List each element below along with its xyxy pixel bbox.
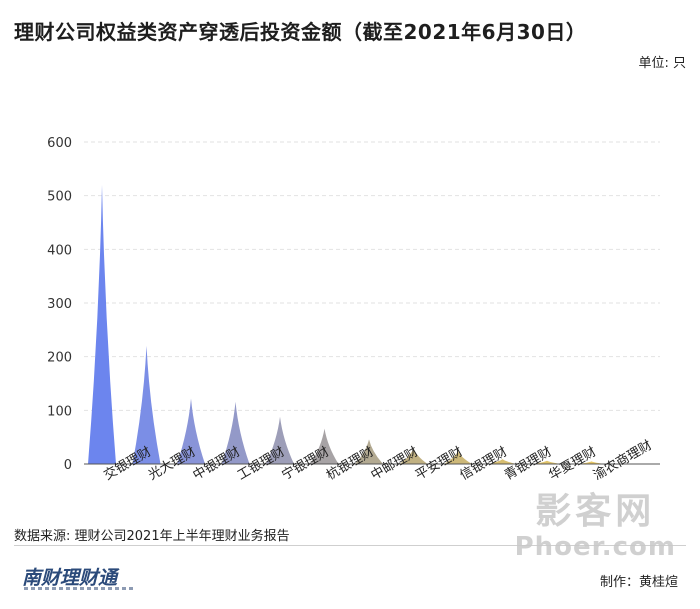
author-credit: 制作：黄桂煊 bbox=[599, 575, 678, 590]
bar bbox=[266, 416, 294, 464]
brand-logo-text: 南财理财通 bbox=[22, 567, 118, 589]
bar bbox=[221, 401, 250, 464]
y-axis-ticks: 0 100 200 300 400 500 600 bbox=[47, 136, 72, 473]
bar bbox=[577, 461, 606, 464]
bar bbox=[533, 460, 561, 464]
y-tick-label: 100 bbox=[47, 404, 72, 419]
y-tick-label: 300 bbox=[47, 297, 72, 312]
bar bbox=[88, 184, 116, 464]
y-tick-label: 0 bbox=[64, 458, 72, 473]
bar bbox=[488, 459, 517, 464]
brand-logo-underline bbox=[24, 587, 134, 590]
y-tick-label: 200 bbox=[47, 351, 72, 366]
footer-divider bbox=[14, 545, 686, 546]
y-tick-label: 400 bbox=[47, 243, 72, 258]
bar bbox=[310, 428, 339, 464]
grid-lines bbox=[84, 141, 660, 411]
bar bbox=[399, 448, 428, 464]
y-tick-label: 600 bbox=[47, 136, 72, 151]
y-tick-label: 500 bbox=[47, 190, 72, 205]
data-source: 数据来源: 理财公司2021年上半年理财业务报告 bbox=[14, 529, 290, 544]
brand-logo: 南财理财通 bbox=[22, 563, 142, 599]
x-tick-label: 渝农商理财 bbox=[591, 437, 655, 483]
watermark-url: Phoer.com bbox=[514, 532, 676, 562]
bar bbox=[355, 439, 383, 464]
bar-series bbox=[88, 184, 606, 464]
bar bbox=[177, 398, 205, 464]
unit-label: 单位: 只 bbox=[638, 56, 686, 71]
chart-title: 理财公司权益类资产穿透后投资金额（截至2021年6月30日） bbox=[14, 20, 587, 44]
bar bbox=[444, 451, 472, 464]
bar bbox=[132, 345, 161, 464]
